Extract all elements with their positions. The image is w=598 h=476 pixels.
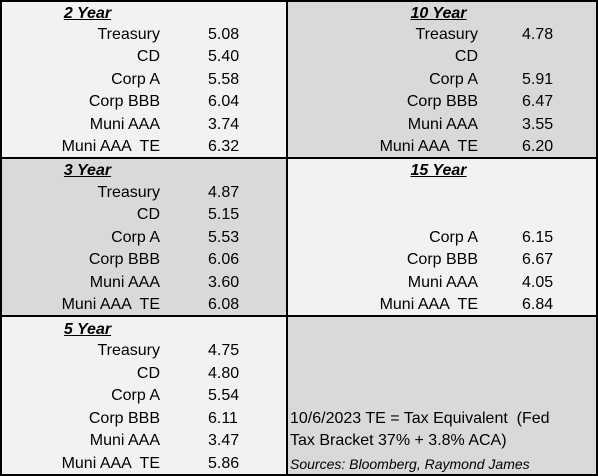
row-label: Muni AAA TE: [379, 138, 478, 155]
panel-notes: [287, 316, 598, 476]
row-value: 4.80: [208, 365, 240, 382]
row-value: 5.58: [208, 71, 240, 88]
row-value: 3.47: [208, 432, 240, 449]
row-label: Corp BBB: [88, 410, 160, 427]
row-value: 6.06: [208, 251, 240, 268]
row-label: Corp A: [111, 229, 160, 246]
border-right: [596, 0, 598, 476]
row-value: 5.53: [208, 229, 240, 246]
row-label: Corp BBB: [406, 251, 478, 268]
note-tax-bracket: Tax Bracket 37% + 3.8% ACA): [290, 432, 507, 449]
panel-title-2-year: 2 Year: [63, 5, 112, 22]
row-value: 6.11: [208, 410, 238, 427]
row-label: Corp BBB: [406, 93, 478, 110]
row-label: Treasury: [97, 342, 160, 359]
row-label: Corp BBB: [88, 251, 160, 268]
row-value: 5.15: [208, 206, 240, 223]
row-value: 4.78: [522, 26, 554, 43]
row-value: 3.74: [208, 116, 240, 133]
row-value: 6.47: [522, 93, 554, 110]
border-row-2: [0, 315, 598, 317]
row-value: 5.54: [208, 387, 240, 404]
row-label: Corp A: [111, 71, 160, 88]
row-label: Corp A: [111, 387, 160, 404]
row-label: Treasury: [97, 184, 160, 201]
note-tax-equivalent: 10/6/2023 TE = Tax Equivalent (Fed: [290, 410, 550, 427]
panel-5-year: 5 Year: [0, 316, 287, 476]
row-label: Muni AAA: [89, 274, 160, 291]
row-label: Corp A: [429, 229, 478, 246]
row-label: Muni AAA: [407, 116, 478, 133]
row-label: Muni AAA TE: [61, 138, 160, 155]
panel-title-10-year: 10 Year: [410, 5, 467, 22]
panel-title-3-year: 3 Year: [63, 162, 112, 179]
border-left: [0, 0, 2, 476]
row-label: CD: [136, 48, 160, 65]
row-label: Muni AAA TE: [61, 296, 160, 313]
row-value: 5.08: [208, 26, 240, 43]
row-value: 3.60: [208, 274, 240, 291]
row-label: Treasury: [415, 26, 478, 43]
row-value: 4.05: [522, 274, 554, 291]
border-row-1: [0, 157, 598, 159]
row-label: Muni AAA: [89, 116, 160, 133]
row-label: Muni AAA: [89, 432, 160, 449]
border-middle-vertical: [286, 0, 288, 476]
border-top: [0, 0, 598, 2]
panel-3-year: 3 Year: [0, 158, 287, 316]
panel-title-5-year: 5 Year: [63, 321, 112, 338]
row-value: 5.91: [522, 71, 554, 88]
panel-2-year: 2 Year: [0, 0, 287, 158]
row-value: 6.08: [208, 296, 240, 313]
row-value: 5.86: [208, 455, 240, 472]
row-value: 5.40: [208, 48, 240, 65]
row-label: Treasury: [97, 26, 160, 43]
row-value: 4.87: [208, 184, 240, 201]
row-value: 4.75: [208, 342, 240, 359]
row-label: Muni AAA: [407, 274, 478, 291]
row-label: Muni AAA TE: [61, 455, 160, 472]
row-value: 6.84: [522, 296, 554, 313]
row-label: Corp BBB: [88, 93, 160, 110]
row-label: CD: [136, 365, 160, 382]
row-value: 6.32: [208, 138, 240, 155]
panel-title-15-year: 15 Year: [410, 162, 467, 179]
row-label: CD: [454, 48, 478, 65]
row-value: 3.55: [522, 116, 554, 133]
row-value: 6.20: [522, 138, 554, 155]
sources-note: Sources: Bloomberg, Raymond James: [290, 456, 530, 472]
row-label: Corp A: [429, 71, 478, 88]
panel-10-year: 10 Year: [287, 0, 598, 158]
panel-15-year: 15 Year: [287, 158, 598, 316]
row-label: Muni AAA TE: [379, 296, 478, 313]
border-bottom: [0, 474, 598, 476]
row-value: 6.04: [208, 93, 240, 110]
row-value: 6.67: [522, 251, 554, 268]
row-value: 6.15: [522, 229, 554, 246]
row-label: CD: [136, 206, 160, 223]
